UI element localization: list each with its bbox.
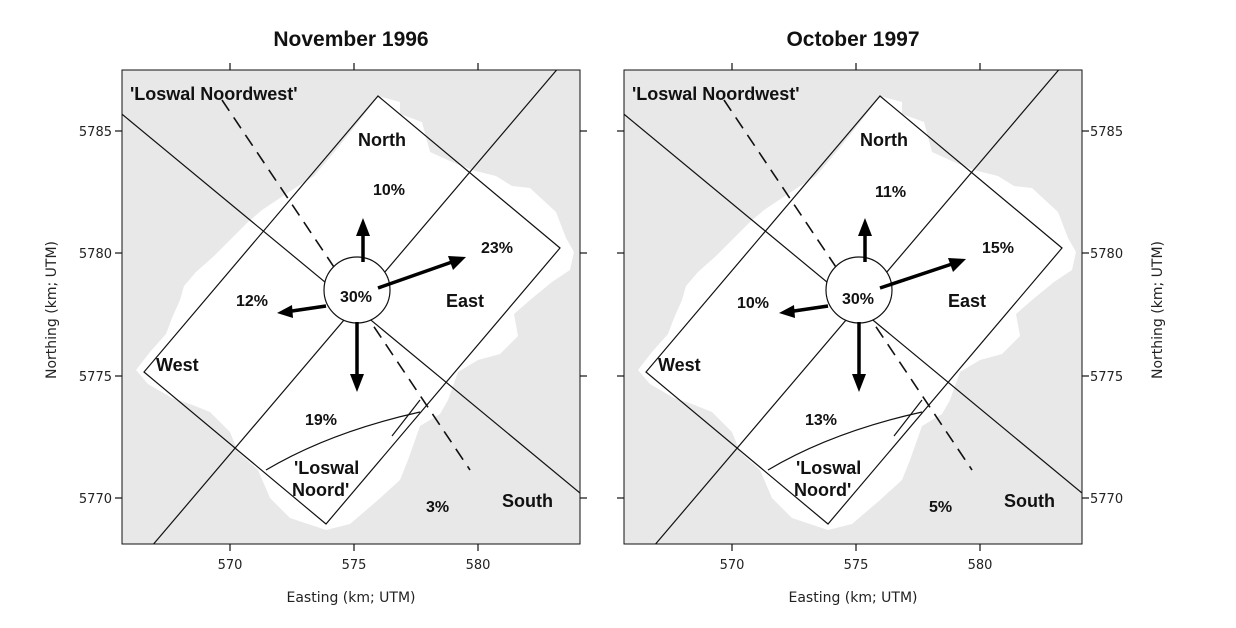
y-tick-label: 5780: [1090, 247, 1123, 262]
y-tick-label: 5775: [1090, 370, 1123, 385]
map-area: [624, 70, 1082, 544]
loswal-noord-edge: [893, 399, 923, 437]
pct-north: 10%: [373, 182, 405, 199]
label-loswal-noord-line2: Noord': [794, 480, 851, 500]
label-loswal-noord-line1: 'Loswal: [796, 458, 861, 478]
arrow-east: [879, 262, 953, 290]
map-panel-november-1996: November 1996 'Loswal Noordwest' No: [44, 28, 587, 606]
pct-disposal: 3%: [426, 499, 449, 516]
loswal-noord-boundary: [767, 411, 923, 471]
map-area: [122, 70, 580, 544]
panel-title: November 1996: [273, 28, 428, 51]
pct-west: 12%: [236, 293, 268, 310]
x-tick-label: 570: [218, 558, 243, 573]
label-north: North: [358, 130, 406, 150]
arrow-west-head: [277, 305, 293, 318]
arrow-west: [793, 304, 829, 313]
panel-title: October 1997: [786, 28, 919, 51]
label-loswal-noordwest: 'Loswal Noordwest': [130, 84, 298, 104]
label-north: North: [860, 130, 908, 150]
y-axis: 5785 5780 5775 5770 Northing (km; UTM): [617, 125, 1166, 507]
x-tick-label: 580: [466, 558, 491, 573]
loswal-noord-boundary: [265, 411, 421, 471]
arrow-west: [291, 304, 327, 313]
x-tick-label: 575: [342, 558, 367, 573]
pct-center: 30%: [842, 291, 874, 308]
x-axis: 570 575 580 Easting (km; UTM): [720, 63, 993, 606]
pct-east: 23%: [481, 240, 513, 257]
pct-north: 11%: [875, 184, 906, 201]
x-axis: 570 575 580 Easting (km; UTM): [218, 63, 491, 606]
x-axis-label: Easting (km; UTM): [788, 590, 917, 606]
study-area-box: [645, 95, 1063, 525]
arrow-south-head: [852, 374, 866, 392]
x-tick-label: 575: [844, 558, 869, 573]
y-tick-label: 5785: [1090, 125, 1123, 140]
arrow-east-head: [448, 256, 466, 270]
plot-frame: [121, 69, 581, 545]
y-tick-label: 5770: [1090, 492, 1123, 507]
y-axis-label: Northing (km; UTM): [44, 241, 60, 379]
pct-east: 15%: [982, 240, 1014, 257]
transport-arrows: [779, 218, 966, 392]
center-circle: [825, 256, 893, 324]
arrow-south-head: [350, 374, 364, 392]
label-loswal-noord-line2: Noord': [292, 480, 349, 500]
label-east: East: [948, 291, 986, 311]
y-axis-label: Northing (km; UTM): [1150, 241, 1166, 379]
plot-frame: [623, 69, 1083, 545]
loswal-noord-edge: [391, 399, 421, 437]
y-tick-label: 5775: [79, 370, 112, 385]
pct-disposal: 5%: [929, 499, 952, 516]
label-west: West: [658, 355, 701, 375]
label-south: South: [502, 491, 553, 511]
y-tick-label: 5785: [79, 125, 112, 140]
arrow-north-head: [356, 218, 370, 236]
x-tick-label: 580: [968, 558, 993, 573]
pct-south: 13%: [805, 412, 837, 429]
arrow-east-head: [948, 258, 966, 272]
pct-west: 10%: [737, 295, 769, 312]
label-loswal-noord-line1: 'Loswal: [294, 458, 359, 478]
y-tick-label: 5770: [79, 492, 112, 507]
transport-arrows: [277, 218, 466, 392]
label-east: East: [446, 291, 484, 311]
pct-center: 30%: [340, 289, 372, 306]
y-tick-label: 5780: [79, 247, 112, 262]
label-west: West: [156, 355, 199, 375]
study-area-box: [143, 95, 561, 525]
label-south: South: [1004, 491, 1055, 511]
arrow-west-head: [779, 305, 795, 318]
y-axis: 5785 5780 5775 5770 Northing (km; UTM): [44, 125, 587, 507]
arrow-north-head: [858, 218, 872, 236]
label-loswal-noordwest: 'Loswal Noordwest': [632, 84, 800, 104]
map-panel-october-1997: October 1997 'Loswal Noordwest' North Ea…: [617, 28, 1166, 606]
x-axis-label: Easting (km; UTM): [286, 590, 415, 606]
arrow-east: [377, 260, 453, 290]
x-tick-label: 570: [720, 558, 745, 573]
pct-south: 19%: [305, 412, 337, 429]
